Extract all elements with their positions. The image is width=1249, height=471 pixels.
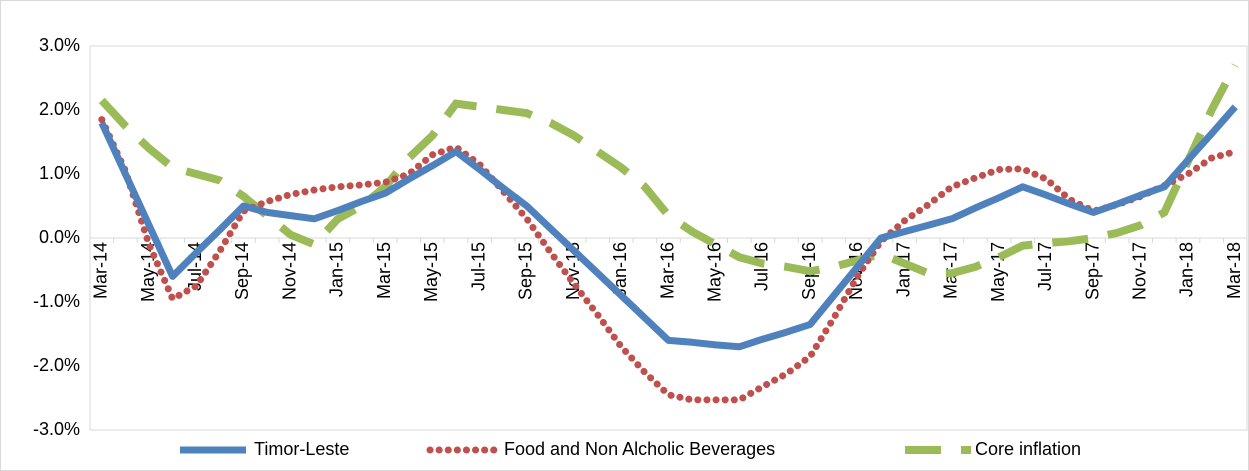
- x-tick-label: May-15: [421, 242, 441, 302]
- x-tick-label: Jan-18: [1177, 242, 1197, 297]
- legend-label: Food and Non Alcholic Beverages: [504, 439, 775, 459]
- x-tick-label: Nov-17: [1129, 242, 1149, 300]
- legend-label: Timor-Leste: [254, 439, 349, 459]
- series-line: [98, 63, 1239, 278]
- y-tick-label: -1.0%: [33, 291, 80, 311]
- series-line: [98, 116, 1239, 404]
- x-tick-label: Mar-14: [91, 242, 111, 299]
- x-tick-label: May-14: [138, 242, 158, 302]
- y-tick-label: 2.0%: [39, 99, 80, 119]
- x-tick-label: May-16: [704, 242, 724, 302]
- legend-label: Core inflation: [975, 439, 1081, 459]
- x-tick-label: Jan-16: [610, 242, 630, 297]
- series-line: [98, 104, 1238, 351]
- x-tick-label: Mar-15: [374, 242, 394, 299]
- x-tick-label: Jul-15: [468, 242, 488, 291]
- x-tick-label: Sep-14: [232, 242, 252, 300]
- x-tick-label: Jul-17: [1035, 242, 1055, 291]
- y-tick-label: 0.0%: [39, 227, 80, 247]
- x-tick-label: Sep-17: [1082, 242, 1102, 300]
- x-tick-label: Jan-17: [893, 242, 913, 297]
- x-tick-label: Sep-15: [516, 242, 536, 300]
- y-tick-label: 3.0%: [39, 35, 80, 55]
- x-tick-label: Mar-16: [657, 242, 677, 299]
- y-tick-label: -2.0%: [33, 355, 80, 375]
- x-tick-label: Jan-15: [327, 242, 347, 297]
- x-tick-label: Nov-14: [279, 242, 299, 300]
- x-tick-label: Mar-18: [1224, 242, 1244, 299]
- y-tick-label: -3.0%: [33, 419, 80, 439]
- y-tick-label: 1.0%: [39, 163, 80, 183]
